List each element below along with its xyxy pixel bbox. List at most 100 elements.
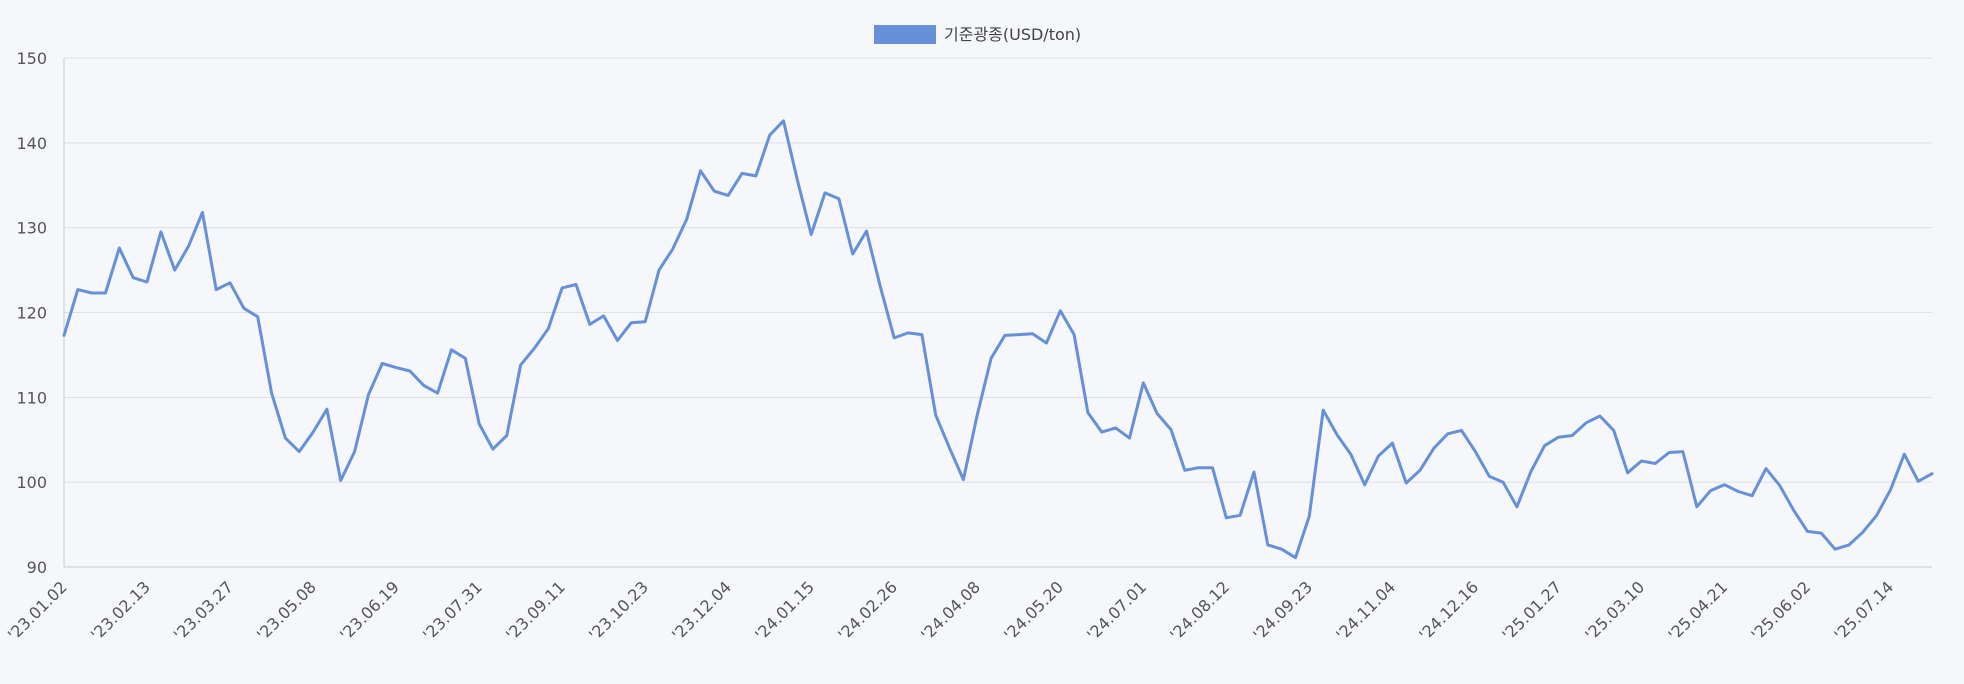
data-point[interactable] <box>1637 457 1645 465</box>
data-point[interactable] <box>544 325 552 333</box>
data-point[interactable] <box>1693 503 1701 511</box>
data-point[interactable] <box>1347 450 1355 458</box>
data-point[interactable] <box>475 420 483 428</box>
data-point[interactable] <box>904 329 912 337</box>
data-point[interactable] <box>447 346 455 354</box>
data-point[interactable] <box>1125 434 1133 442</box>
data-point[interactable] <box>1803 527 1811 535</box>
data-point[interactable] <box>212 286 220 294</box>
data-point[interactable] <box>1624 469 1632 477</box>
data-point[interactable] <box>1568 432 1576 440</box>
data-point[interactable] <box>835 195 843 203</box>
data-point[interactable] <box>1416 466 1424 474</box>
data-point[interactable] <box>1499 478 1507 486</box>
chart-legend[interactable]: 기준광종(USD/ton) <box>874 25 1081 44</box>
data-point[interactable] <box>1900 450 1908 458</box>
data-point[interactable] <box>1056 307 1064 315</box>
data-point[interactable] <box>1250 468 1258 476</box>
data-point[interactable] <box>1471 448 1479 456</box>
data-point[interactable] <box>1375 452 1383 460</box>
data-point[interactable] <box>185 242 193 250</box>
data-point[interactable] <box>1790 506 1798 514</box>
data-point[interactable] <box>959 476 967 484</box>
data-point[interactable] <box>558 284 566 292</box>
data-point[interactable] <box>129 274 137 282</box>
data-point[interactable] <box>1139 379 1147 387</box>
data-point[interactable] <box>1181 466 1189 474</box>
data-point[interactable] <box>669 245 677 253</box>
data-point[interactable] <box>738 169 746 177</box>
data-point[interactable] <box>1596 412 1604 420</box>
data-point[interactable] <box>143 278 151 286</box>
data-point[interactable] <box>337 476 345 484</box>
data-point[interactable] <box>1734 487 1742 495</box>
data-point[interactable] <box>1236 511 1244 519</box>
data-point[interactable] <box>226 279 234 287</box>
data-point[interactable] <box>724 191 732 199</box>
data-point[interactable] <box>88 289 96 297</box>
data-point[interactable] <box>1222 514 1230 522</box>
data-point[interactable] <box>406 367 414 375</box>
data-point[interactable] <box>932 411 940 419</box>
data-point[interactable] <box>364 391 372 399</box>
data-point[interactable] <box>1582 419 1590 427</box>
data-point[interactable] <box>946 444 954 452</box>
data-point[interactable] <box>1665 448 1673 456</box>
data-point[interactable] <box>987 354 995 362</box>
data-point[interactable] <box>1264 541 1272 549</box>
data-point[interactable] <box>890 334 898 342</box>
data-point[interactable] <box>807 230 815 238</box>
data-point[interactable] <box>821 189 829 197</box>
data-point[interactable] <box>710 187 718 195</box>
data-point[interactable] <box>60 331 68 339</box>
data-point[interactable] <box>281 434 289 442</box>
data-point[interactable] <box>1029 330 1037 338</box>
data-point[interactable] <box>74 286 82 294</box>
data-point[interactable] <box>1305 512 1313 520</box>
data-point[interactable] <box>489 445 497 453</box>
data-point[interactable] <box>1153 409 1161 417</box>
data-point[interactable] <box>863 227 871 235</box>
data-point[interactable] <box>1762 465 1770 473</box>
data-point[interactable] <box>1195 464 1203 472</box>
data-point[interactable] <box>378 359 386 367</box>
data-point[interactable] <box>351 448 359 456</box>
data-point[interactable] <box>572 281 580 289</box>
data-point[interactable] <box>1084 409 1092 417</box>
series-line[interactable] <box>62 119 1934 560</box>
data-point[interactable] <box>683 215 691 223</box>
data-point[interactable] <box>876 283 884 291</box>
data-point[interactable] <box>641 318 649 326</box>
data-point[interactable] <box>1333 431 1341 439</box>
data-point[interactable] <box>309 428 317 436</box>
data-point[interactable] <box>268 389 276 397</box>
data-point[interactable] <box>1610 426 1618 434</box>
data-point[interactable] <box>918 331 926 339</box>
data-point[interactable] <box>392 364 400 372</box>
data-point[interactable] <box>1776 482 1784 490</box>
data-point[interactable] <box>1859 528 1867 536</box>
data-point[interactable] <box>1720 481 1728 489</box>
data-point[interactable] <box>1541 442 1549 450</box>
data-point[interactable] <box>766 131 774 139</box>
data-point[interactable] <box>697 167 705 175</box>
data-point[interactable] <box>1001 331 1009 339</box>
data-point[interactable] <box>530 344 538 352</box>
data-point[interactable] <box>157 228 165 236</box>
data-point[interactable] <box>1707 487 1715 495</box>
data-point[interactable] <box>1319 406 1327 414</box>
data-point[interactable] <box>1070 331 1078 339</box>
data-point[interactable] <box>793 176 801 184</box>
data-point[interactable] <box>240 304 248 312</box>
data-point[interactable] <box>1458 426 1466 434</box>
data-point[interactable] <box>1015 331 1023 339</box>
data-point[interactable] <box>503 432 511 440</box>
data-point[interactable] <box>586 320 594 328</box>
data-point[interactable] <box>1444 430 1452 438</box>
data-point[interactable] <box>1291 554 1299 562</box>
data-point[interactable] <box>1208 464 1216 472</box>
data-point[interactable] <box>1278 545 1286 553</box>
data-point[interactable] <box>461 354 469 362</box>
data-point[interactable] <box>1112 424 1120 432</box>
data-point[interactable] <box>627 319 635 327</box>
